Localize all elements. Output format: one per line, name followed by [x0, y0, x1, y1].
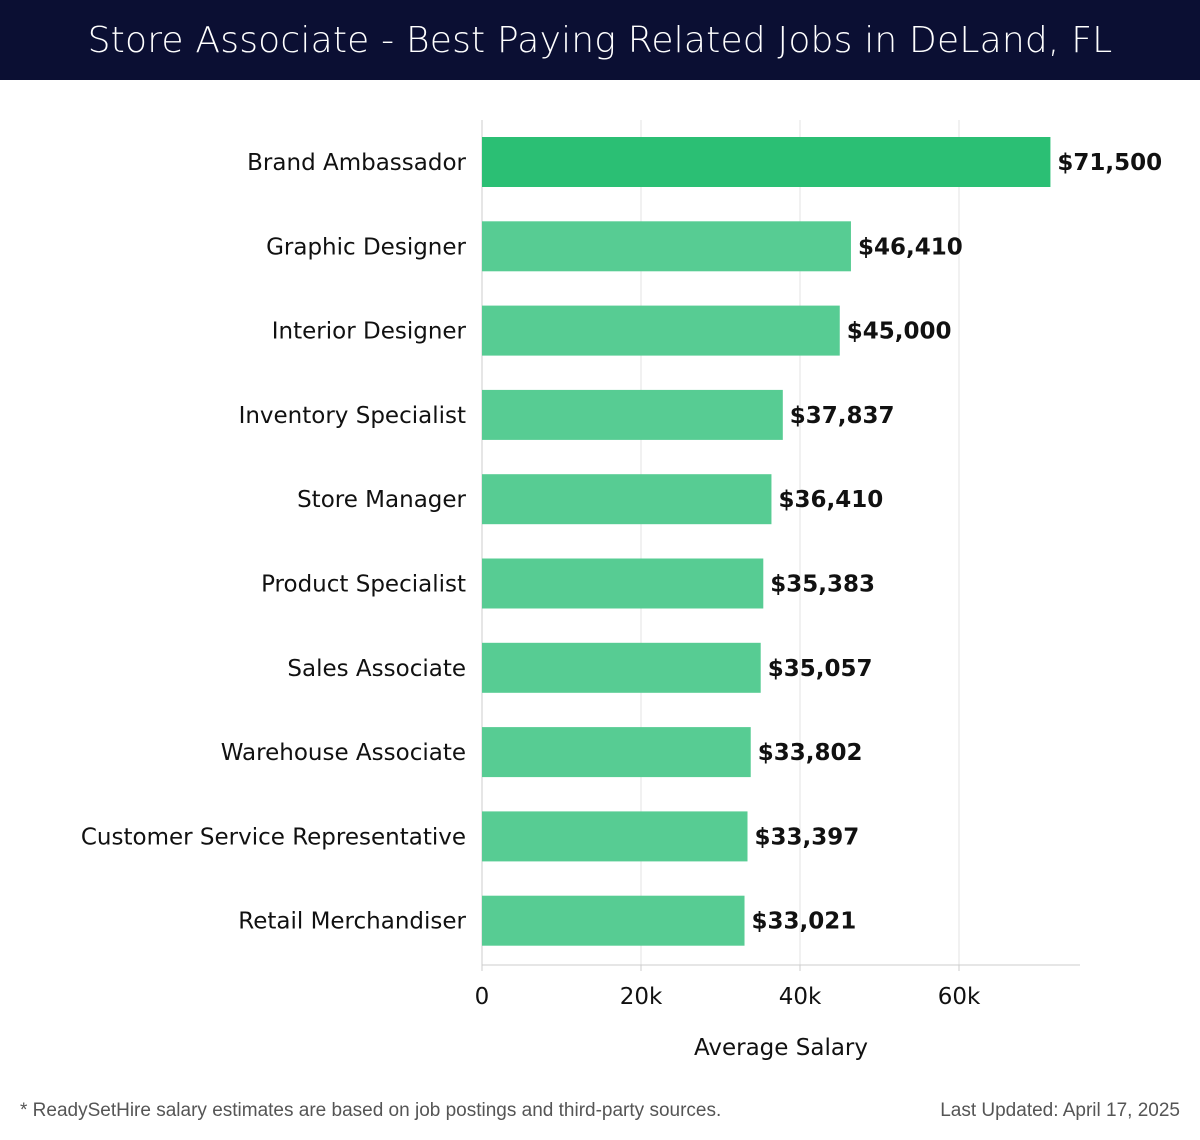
category-label: Sales Associate: [287, 656, 466, 682]
bar-chart: 0 20k 40k 60k Average Salary Brand Ambassador…: [81, 120, 1162, 1061]
data-label: $33,021: [752, 909, 857, 935]
bar: [482, 811, 748, 862]
category-label: Inventory Specialist: [239, 403, 466, 429]
x-tick-label: 20k: [620, 984, 663, 1010]
data-label: $33,397: [755, 824, 860, 850]
bar: [482, 137, 1051, 187]
data-label: $71,500: [1057, 150, 1162, 176]
bar: [482, 558, 764, 609]
category-label: Retail Merchandiser: [238, 909, 466, 935]
x-tick-label: 60k: [938, 984, 981, 1010]
category-label: Store Manager: [297, 487, 466, 513]
chart-title: Store Associate - Best Paying Related Jo…: [87, 19, 1113, 61]
footer-note: * ReadySetHire salary estimates are base…: [20, 1100, 722, 1121]
category-label: Brand Ambassador: [247, 150, 466, 176]
category-label: Graphic Designer: [266, 234, 466, 260]
bar: [482, 474, 772, 525]
x-tick-label: 40k: [779, 984, 822, 1010]
category-label: Product Specialist: [261, 572, 466, 598]
data-label: $36,410: [778, 487, 883, 513]
data-label: $35,383: [770, 572, 875, 598]
x-tick-label: 0: [475, 984, 490, 1010]
bar: [482, 895, 745, 946]
bar: [482, 305, 840, 356]
data-label: $46,410: [858, 234, 963, 260]
category-label: Customer Service Representative: [81, 824, 466, 850]
bar: [482, 642, 761, 693]
data-label: $35,057: [768, 656, 873, 682]
category-label: Interior Designer: [272, 319, 467, 345]
data-label: $33,802: [758, 740, 863, 766]
last-updated: Last Updated: April 17, 2025: [940, 1100, 1180, 1121]
category-label: Warehouse Associate: [221, 740, 466, 766]
x-axis-label: Average Salary: [694, 1035, 868, 1061]
data-label: $45,000: [847, 319, 952, 345]
bar: [482, 221, 851, 272]
bar: [482, 389, 783, 440]
data-label: $37,837: [790, 403, 895, 429]
chart-header: Store Associate - Best Paying Related Jo…: [0, 0, 1200, 80]
bar: [482, 727, 751, 778]
